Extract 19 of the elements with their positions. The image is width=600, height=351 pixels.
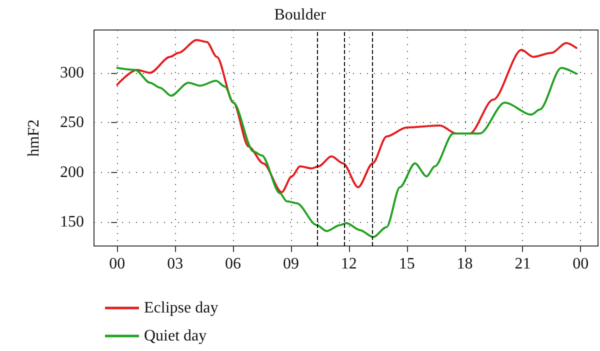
- y-tick-label: 200: [60, 164, 84, 181]
- y-axis-title: hmF2: [26, 119, 42, 157]
- x-tick-label: 03: [167, 256, 184, 272]
- x-tick-label: 09: [282, 256, 299, 272]
- x-tick-label: 21: [514, 256, 531, 272]
- x-tick-label: 00: [572, 256, 589, 272]
- x-tick-label: 00: [109, 256, 126, 272]
- y-tick-label: 300: [60, 64, 84, 82]
- x-tick-label: 12: [340, 256, 357, 272]
- x-tick-label: 06: [225, 256, 242, 272]
- x-tick-label: 15: [398, 256, 415, 272]
- line-series: [116, 38, 578, 194]
- y-tick-label: 250: [60, 114, 84, 132]
- y-tick-label: 150: [60, 214, 84, 231]
- x-tick-label: 18: [456, 256, 473, 272]
- chart-title: Boulder: [274, 6, 326, 24]
- legend-label: Eclipse day: [144, 300, 218, 316]
- legend-label: Quiet day: [144, 328, 207, 344]
- line-series: [116, 66, 578, 238]
